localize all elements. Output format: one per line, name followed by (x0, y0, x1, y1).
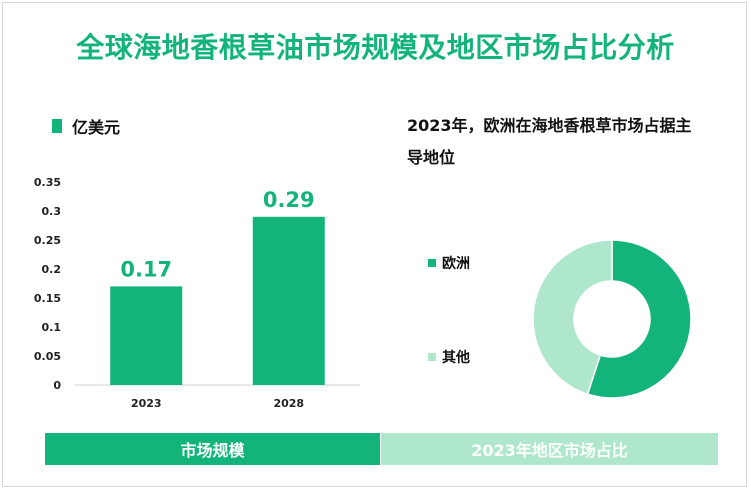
y-tick-label: 0.15 (34, 292, 61, 305)
y-tick-label: 0 (53, 379, 61, 392)
y-tick-label: 0.25 (34, 234, 61, 247)
donut-slice-1 (532, 239, 613, 396)
legend-swatch (52, 119, 62, 133)
y-tick-label: 0.3 (42, 205, 62, 218)
data-label: 0.17 (120, 257, 172, 281)
donut-title: 2023年，欧洲在海地香根草市场占据主导地位 (407, 116, 692, 167)
donut-legend-label-europe: 欧洲 (442, 256, 470, 272)
page-title: 全球海地香根草油市场规模及地区市场占比分析 (76, 31, 675, 64)
donut-legend-other: 其他 (428, 347, 470, 367)
donut-legend-label-other: 其他 (442, 350, 470, 366)
donut-slice-0 (586, 239, 692, 399)
chart-frame (2, 2, 747, 487)
x-tick-label: 2028 (273, 397, 304, 410)
legend-dot-europe (428, 259, 436, 267)
x-tick-label: 2023 (131, 397, 162, 410)
y-tick-label: 0.35 (34, 176, 61, 189)
y-tick-label: 0.1 (42, 321, 62, 334)
footer-right-banner: 2023年地区市场占比 (381, 433, 718, 465)
y-tick-label: 0.05 (34, 350, 61, 363)
legend-label: 亿美元 (72, 118, 121, 137)
legend-dot-other (428, 353, 436, 361)
footer-left-banner: 市场规模 (45, 433, 380, 465)
donut-legend-europe: 欧洲 (428, 253, 470, 273)
bar-2023 (110, 286, 183, 385)
bar-2028 (252, 216, 325, 385)
bar-legend: 亿美元 (52, 114, 120, 138)
data-label: 0.29 (263, 188, 315, 212)
y-tick-label: 0.2 (42, 263, 62, 276)
